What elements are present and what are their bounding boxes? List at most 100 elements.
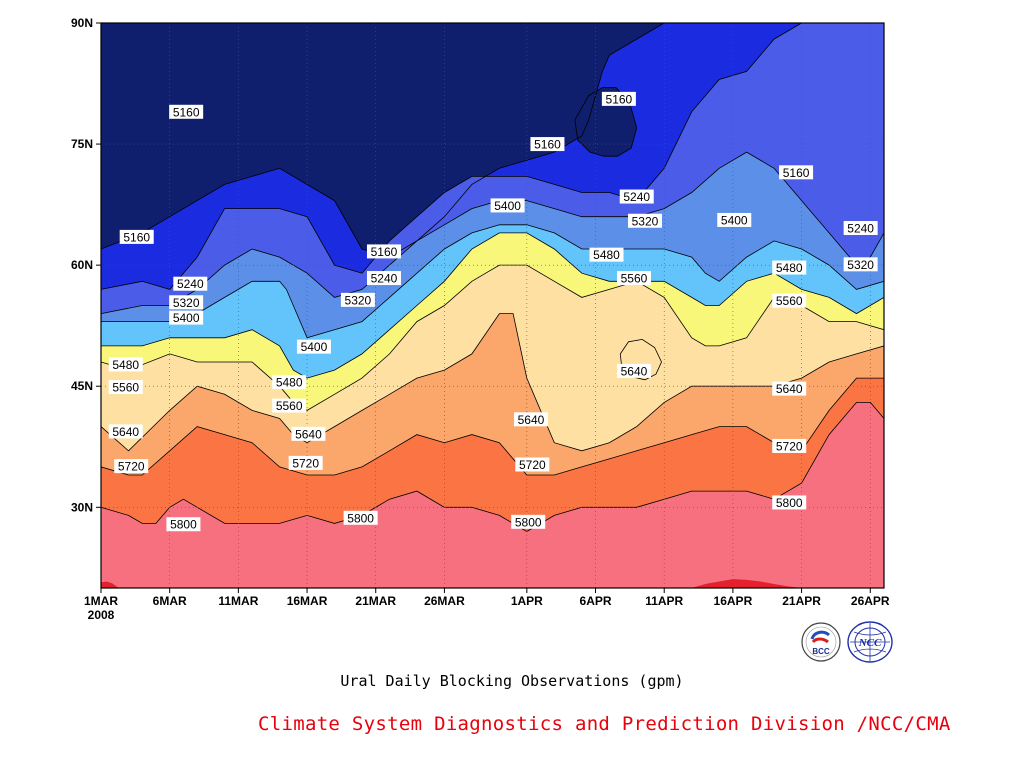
contour-label-text: 5560 xyxy=(776,294,803,308)
contour-label-bg xyxy=(772,381,807,396)
contour-label: 5640 xyxy=(513,412,548,427)
contour-fills xyxy=(101,23,884,588)
contour-label-bg xyxy=(108,380,143,395)
contour-label-bg xyxy=(616,363,651,378)
contour-label-bg xyxy=(515,457,550,472)
contour-label: 5240 xyxy=(173,276,208,291)
contour-label-bg xyxy=(340,292,375,307)
contour-label: 5160 xyxy=(779,165,814,180)
contour-label-text: 5480 xyxy=(593,248,620,262)
contour-label-text: 5240 xyxy=(847,222,874,236)
contour-label-text: 5720 xyxy=(118,460,145,474)
contour-line-5160 xyxy=(101,23,884,258)
contour-label-bg xyxy=(843,221,878,236)
contour-chart: 5160 5160 5160 5160 5160 5160 5240 5240 5240 5240… xyxy=(71,16,890,622)
contour-label-bg xyxy=(366,244,401,259)
contour-label-text: 5640 xyxy=(776,382,803,396)
contour-label-text: 5160 xyxy=(606,92,633,106)
contour-label: 5800 xyxy=(166,517,201,532)
contour-label-bg xyxy=(779,165,814,180)
contour-label-text: 5560 xyxy=(621,272,648,286)
contour-label: 5800 xyxy=(343,510,378,525)
plot-frame xyxy=(100,22,885,589)
contour-label: 5480 xyxy=(108,357,143,372)
contour-label: 5240 xyxy=(366,271,401,286)
contour-label-text: 5240 xyxy=(177,277,204,291)
contour-label-text: 5160 xyxy=(173,105,200,119)
y-tick-label: 60N xyxy=(71,258,93,272)
x-tick-label: 1MAR xyxy=(84,594,118,608)
contour-label: 5560 xyxy=(272,398,307,413)
contour-label-bg xyxy=(366,271,401,286)
contour-label: 5720 xyxy=(515,457,550,472)
svg-text:BCC: BCC xyxy=(812,647,830,656)
contour-label-bg xyxy=(589,247,624,262)
contour-line-5400 xyxy=(101,224,884,339)
contour-label-text: 5320 xyxy=(345,293,372,307)
contour-label-bg xyxy=(772,260,807,275)
contour-label-text: 5640 xyxy=(112,425,139,439)
contour-label: 5480 xyxy=(272,375,307,390)
contour-label: 5400 xyxy=(717,212,752,227)
contour-label: 5720 xyxy=(288,455,323,470)
x-tick-label: 16APR xyxy=(714,594,753,608)
contour-label-text: 5400 xyxy=(301,340,328,354)
contour-label: 5240 xyxy=(619,189,654,204)
contour-label-text: 5800 xyxy=(776,496,803,510)
contour-label-text: 5800 xyxy=(347,511,374,525)
svg-text:NCC: NCC xyxy=(858,637,882,649)
x-tick-label: 21APR xyxy=(782,594,821,608)
contour-label-text: 5400 xyxy=(173,311,200,325)
contour-label-bg xyxy=(169,104,204,119)
contour-label-bg xyxy=(119,229,154,244)
contour-line-5640 xyxy=(101,313,884,452)
contour-label-bg xyxy=(173,276,208,291)
contour-label-text: 5320 xyxy=(632,214,659,228)
contour-label-text: 5560 xyxy=(276,399,303,413)
contour-label-text: 5480 xyxy=(276,376,303,390)
contour-line-5240 xyxy=(101,23,884,290)
contour-label-bg xyxy=(511,514,546,529)
contour-label: 5400 xyxy=(490,198,525,213)
ncc-logo: NCC xyxy=(846,620,894,664)
contour-label-bg xyxy=(616,271,651,286)
contour-label-text: 5400 xyxy=(494,199,521,213)
contour-line-5800 xyxy=(101,402,884,532)
contour-label: 5400 xyxy=(169,310,204,325)
contour-label-text: 5800 xyxy=(170,518,197,532)
x-tick-label: 16MAR xyxy=(287,594,328,608)
contour-label: 5320 xyxy=(340,292,375,307)
x-tick-label: 6APR xyxy=(580,594,612,608)
chart-title: Ural Daily Blocking Observations (gpm) xyxy=(340,672,684,690)
contour-label-text: 5160 xyxy=(534,138,561,152)
contour-label-text: 5160 xyxy=(371,245,398,259)
contour-label-bg xyxy=(601,91,636,106)
contour-label-text: 5640 xyxy=(518,413,545,427)
contour-label-bg xyxy=(169,295,204,310)
contour-label-bg xyxy=(166,517,201,532)
contour-label: 5480 xyxy=(772,260,807,275)
contour-label-bg xyxy=(108,357,143,372)
y-tick-label: 90N xyxy=(71,16,93,30)
contour-label: 5640 xyxy=(616,363,651,378)
contour-label-bg xyxy=(627,213,662,228)
contour-label-bg xyxy=(288,455,323,470)
contour-label: 5640 xyxy=(108,424,143,439)
contour-label-text: 5800 xyxy=(515,515,542,529)
contour-label-text: 5160 xyxy=(123,230,150,244)
contour-label: 5800 xyxy=(772,495,807,510)
contour-label: 5400 xyxy=(296,339,331,354)
contour-label-bg xyxy=(772,293,807,308)
credit-line: Climate System Diagnostics and Predictio… xyxy=(258,713,951,735)
contour-label: 5320 xyxy=(627,213,662,228)
contour-label-text: 5320 xyxy=(173,296,200,310)
contour-label: 5240 xyxy=(843,221,878,236)
contour-label: 5640 xyxy=(291,426,326,441)
contour-label: 5640 xyxy=(772,381,807,396)
contour-label-bg xyxy=(843,257,878,272)
contour-label-bg xyxy=(490,198,525,213)
contour-label-bg xyxy=(108,424,143,439)
contour-label-text: 5240 xyxy=(371,272,398,286)
contour-label-bg xyxy=(530,137,565,152)
contour-label-bg xyxy=(343,510,378,525)
